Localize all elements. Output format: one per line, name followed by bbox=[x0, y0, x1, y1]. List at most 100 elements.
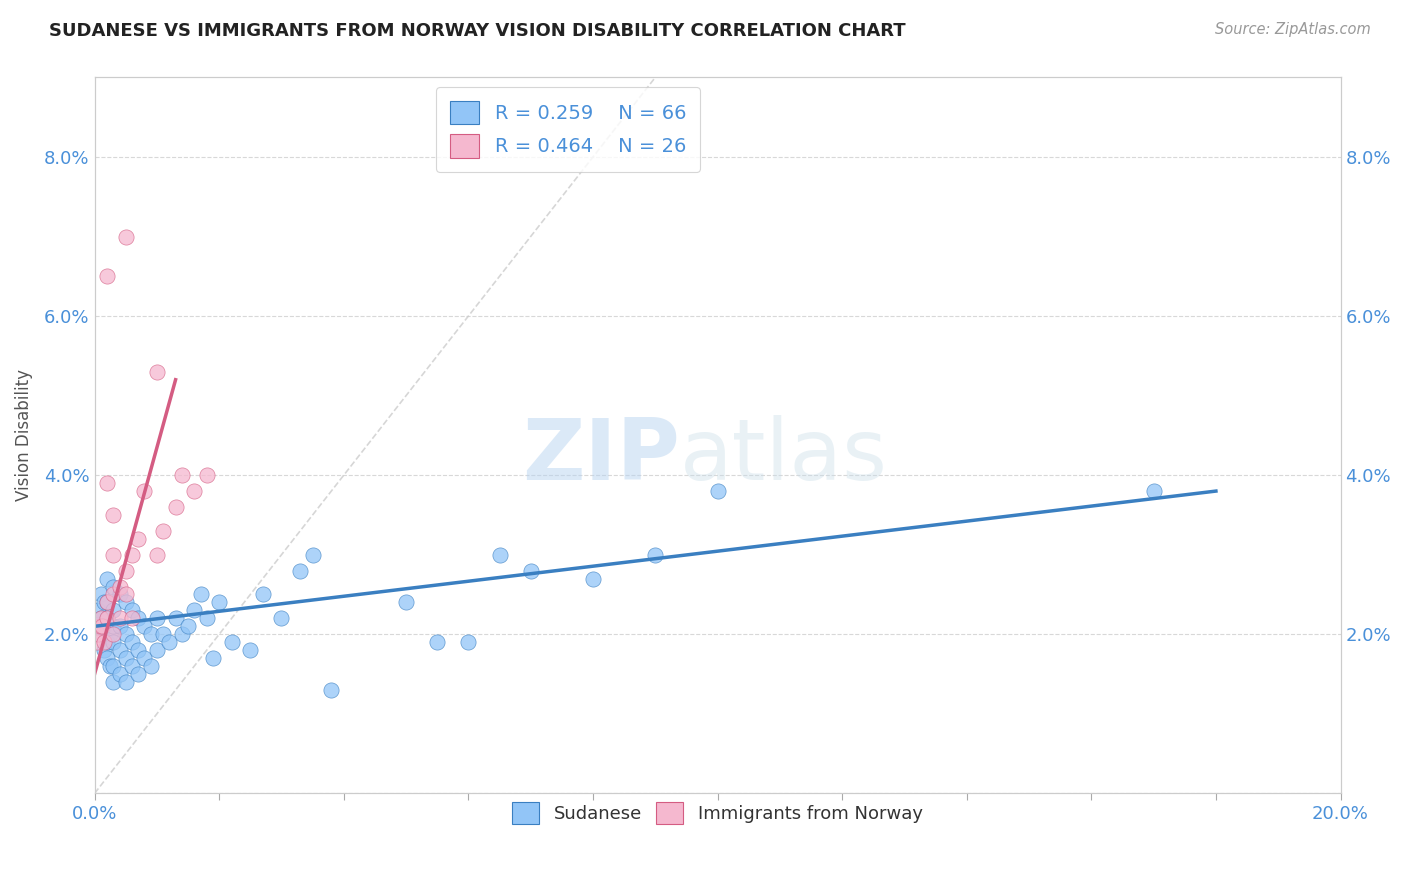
Point bbox=[146, 365, 169, 379]
Point bbox=[90, 627, 112, 641]
Point bbox=[121, 548, 143, 562]
Y-axis label: Vision Disability: Vision Disability bbox=[15, 369, 32, 501]
Point bbox=[644, 548, 666, 562]
Point bbox=[93, 595, 115, 609]
Text: Source: ZipAtlas.com: Source: ZipAtlas.com bbox=[1215, 22, 1371, 37]
Point bbox=[190, 587, 212, 601]
Point bbox=[96, 476, 118, 491]
Point bbox=[90, 611, 112, 625]
Point bbox=[98, 627, 121, 641]
Point bbox=[96, 651, 118, 665]
Text: SUDANESE VS IMMIGRANTS FROM NORWAY VISION DISABILITY CORRELATION CHART: SUDANESE VS IMMIGRANTS FROM NORWAY VISIO… bbox=[49, 22, 905, 40]
Point bbox=[488, 548, 510, 562]
Point bbox=[87, 627, 110, 641]
Point bbox=[108, 580, 131, 594]
Point bbox=[103, 619, 125, 633]
Point bbox=[706, 484, 728, 499]
Point bbox=[127, 532, 149, 546]
Point bbox=[114, 229, 136, 244]
Point bbox=[114, 651, 136, 665]
Point bbox=[93, 643, 115, 657]
Point bbox=[201, 651, 224, 665]
Point bbox=[96, 611, 118, 625]
Point bbox=[152, 627, 174, 641]
Point bbox=[457, 635, 479, 649]
Point bbox=[96, 635, 118, 649]
Point bbox=[170, 627, 193, 641]
Point bbox=[86, 603, 108, 617]
Point bbox=[93, 619, 115, 633]
Point bbox=[114, 627, 136, 641]
Point bbox=[103, 508, 125, 522]
Point bbox=[582, 572, 605, 586]
Point bbox=[108, 619, 131, 633]
Point bbox=[114, 595, 136, 609]
Point bbox=[146, 611, 169, 625]
Point bbox=[86, 635, 108, 649]
Point bbox=[519, 564, 541, 578]
Point bbox=[252, 587, 274, 601]
Point bbox=[89, 619, 111, 633]
Point bbox=[127, 667, 149, 681]
Point bbox=[103, 627, 125, 641]
Point bbox=[96, 269, 118, 284]
Point bbox=[177, 619, 200, 633]
Point bbox=[426, 635, 449, 649]
Point bbox=[108, 611, 131, 625]
Point bbox=[134, 484, 156, 499]
Point bbox=[121, 635, 143, 649]
Point bbox=[221, 635, 243, 649]
Point bbox=[165, 611, 187, 625]
Point bbox=[183, 603, 205, 617]
Point bbox=[183, 484, 205, 499]
Point bbox=[239, 643, 262, 657]
Text: ZIP: ZIP bbox=[523, 416, 681, 499]
Point bbox=[103, 548, 125, 562]
Point bbox=[103, 659, 125, 673]
Point bbox=[108, 643, 131, 657]
Point bbox=[288, 564, 311, 578]
Point bbox=[208, 595, 231, 609]
Point bbox=[103, 580, 125, 594]
Point bbox=[134, 619, 156, 633]
Point bbox=[90, 587, 112, 601]
Point bbox=[96, 572, 118, 586]
Legend: Sudanese, Immigrants from Norway: Sudanese, Immigrants from Norway bbox=[502, 790, 934, 834]
Point bbox=[96, 595, 118, 609]
Point bbox=[195, 468, 218, 483]
Point bbox=[321, 682, 343, 697]
Point bbox=[114, 564, 136, 578]
Point bbox=[157, 635, 180, 649]
Point bbox=[121, 603, 143, 617]
Point bbox=[146, 548, 169, 562]
Point bbox=[103, 675, 125, 690]
Point bbox=[91, 619, 114, 633]
Point bbox=[395, 595, 418, 609]
Point bbox=[98, 659, 121, 673]
Point bbox=[127, 611, 149, 625]
Point bbox=[127, 643, 149, 657]
Point bbox=[108, 667, 131, 681]
Point bbox=[96, 611, 118, 625]
Point bbox=[103, 587, 125, 601]
Point bbox=[270, 611, 292, 625]
Point bbox=[90, 611, 112, 625]
Point bbox=[121, 611, 143, 625]
Point bbox=[108, 587, 131, 601]
Point bbox=[121, 659, 143, 673]
Point bbox=[114, 587, 136, 601]
Point bbox=[170, 468, 193, 483]
Point bbox=[195, 611, 218, 625]
Point bbox=[146, 643, 169, 657]
Point bbox=[1143, 484, 1166, 499]
Point bbox=[114, 675, 136, 690]
Point bbox=[96, 595, 118, 609]
Point bbox=[139, 659, 162, 673]
Point bbox=[93, 635, 115, 649]
Point bbox=[301, 548, 323, 562]
Point bbox=[103, 603, 125, 617]
Text: atlas: atlas bbox=[681, 416, 889, 499]
Point bbox=[165, 500, 187, 514]
Point bbox=[152, 524, 174, 538]
Point bbox=[103, 635, 125, 649]
